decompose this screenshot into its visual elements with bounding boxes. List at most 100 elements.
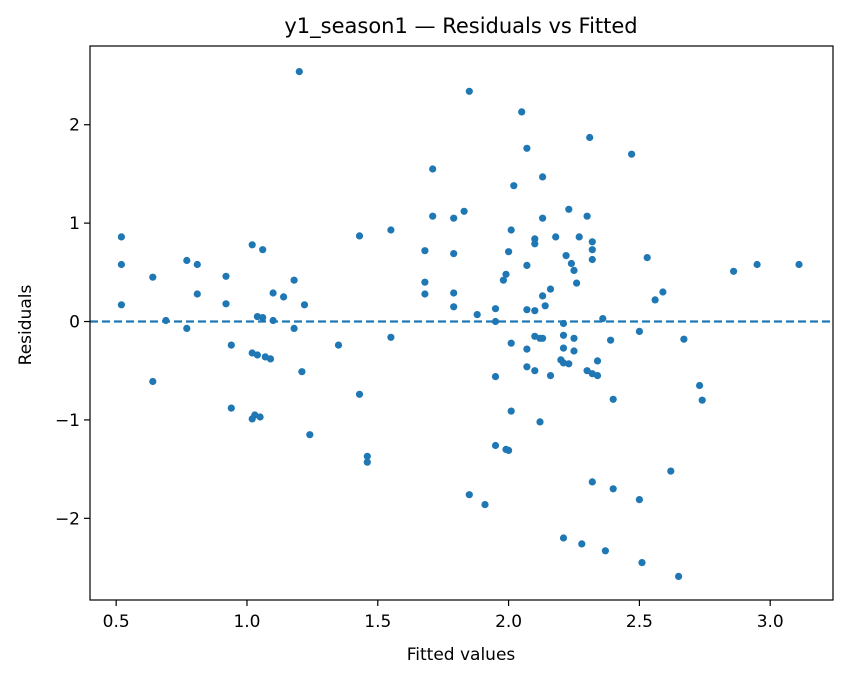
- data-point: [450, 250, 458, 258]
- data-point: [523, 261, 531, 269]
- y-tick-label: −2: [55, 509, 80, 529]
- data-point: [473, 311, 481, 319]
- data-point: [523, 144, 531, 152]
- data-point: [499, 276, 507, 284]
- data-point: [481, 501, 489, 509]
- data-point: [502, 270, 510, 278]
- y-axis-label: Residuals: [16, 285, 36, 366]
- data-point: [266, 355, 275, 363]
- data-point: [588, 238, 596, 246]
- data-point: [334, 341, 343, 349]
- data-point: [559, 331, 568, 339]
- data-point: [523, 306, 531, 314]
- data-point: [507, 226, 515, 234]
- data-point: [518, 108, 526, 116]
- data-point: [667, 467, 675, 475]
- data-point: [562, 252, 570, 260]
- data-point: [298, 368, 306, 376]
- data-point: [421, 247, 429, 255]
- x-tick-label: 1.5: [364, 612, 391, 632]
- x-axis-label: Fitted values: [407, 645, 516, 665]
- data-point: [659, 288, 667, 296]
- data-point: [117, 301, 125, 309]
- data-point: [193, 260, 201, 269]
- data-point: [460, 207, 468, 215]
- data-point: [601, 547, 610, 555]
- y-tick-label: 2: [69, 116, 80, 136]
- data-point: [651, 296, 659, 304]
- data-point: [248, 241, 256, 249]
- data-point: [588, 255, 596, 264]
- data-point: [117, 260, 125, 269]
- y-tick-label: 0: [69, 313, 80, 333]
- data-point: [546, 372, 555, 380]
- data-point: [567, 259, 576, 268]
- data-point: [259, 246, 267, 254]
- data-point: [117, 233, 125, 241]
- data-point: [643, 254, 651, 262]
- data-point: [539, 292, 547, 300]
- data-point: [363, 458, 371, 466]
- data-point: [183, 256, 191, 265]
- data-point: [355, 390, 364, 398]
- data-point: [696, 381, 704, 390]
- data-point: [295, 68, 303, 76]
- data-point: [227, 404, 235, 412]
- x-tick-label: 2.0: [495, 612, 522, 632]
- data-point: [450, 289, 458, 297]
- data-point: [552, 233, 560, 241]
- data-point: [507, 407, 515, 415]
- data-point: [465, 491, 473, 499]
- data-point: [253, 351, 261, 359]
- data-point: [507, 339, 515, 347]
- data-point: [559, 534, 568, 542]
- data-point: [541, 302, 549, 310]
- data-point: [290, 276, 298, 284]
- data-point: [753, 260, 761, 269]
- data-point: [565, 360, 573, 368]
- data-point: [539, 173, 547, 181]
- data-point: [523, 345, 531, 353]
- data-point: [599, 315, 607, 323]
- data-point: [306, 431, 314, 439]
- data-point: [531, 307, 539, 315]
- chart-title: y1_season1 — Residuals vs Fitted: [284, 14, 637, 39]
- scatter-points: [117, 68, 803, 581]
- data-point: [429, 165, 437, 173]
- data-point: [222, 300, 230, 308]
- data-point: [609, 485, 617, 493]
- data-point: [183, 324, 191, 332]
- x-axis-ticks: 0.5 1.0 1.5 2.0 2.5 3.0: [103, 600, 784, 632]
- data-point: [149, 377, 157, 386]
- data-point: [193, 290, 201, 298]
- data-point: [586, 133, 594, 142]
- y-tick-label: −1: [55, 411, 80, 431]
- data-point: [421, 290, 429, 298]
- data-point: [698, 396, 706, 404]
- data-point: [575, 233, 583, 241]
- data-point: [222, 272, 230, 280]
- data-point: [583, 367, 591, 375]
- data-point: [635, 327, 644, 335]
- data-point: [638, 559, 646, 567]
- data-point: [559, 359, 568, 367]
- data-point: [510, 182, 518, 190]
- data-point: [531, 367, 539, 375]
- data-point: [628, 150, 636, 158]
- data-point: [300, 301, 309, 309]
- data-point: [546, 285, 555, 293]
- data-point: [578, 540, 586, 548]
- x-tick-label: 1.0: [233, 612, 260, 632]
- data-point: [565, 205, 573, 213]
- data-point: [429, 212, 437, 220]
- data-point: [573, 279, 581, 287]
- data-point: [536, 418, 544, 426]
- x-tick-label: 2.5: [626, 612, 653, 632]
- data-point: [505, 248, 513, 256]
- data-point: [290, 324, 298, 332]
- data-point: [363, 452, 371, 460]
- data-point: [491, 305, 500, 313]
- data-point: [609, 395, 617, 403]
- data-point: [491, 441, 500, 450]
